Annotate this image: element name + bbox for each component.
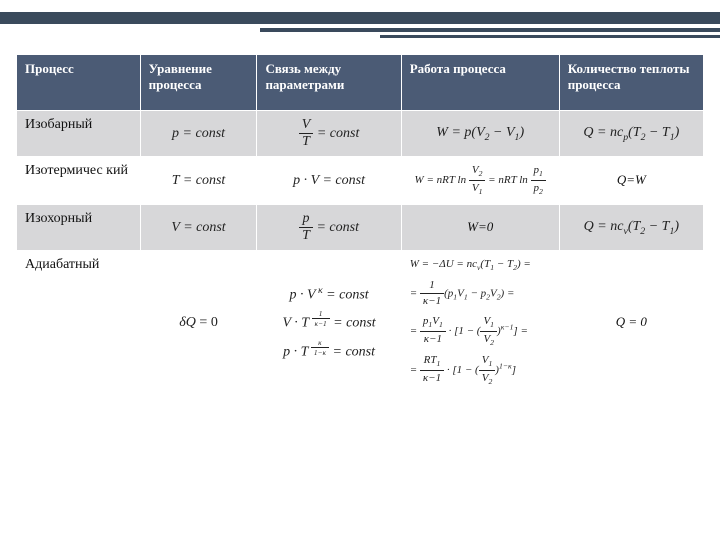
row-isobaric: Изобарный p = const VT = const W = p(V2 … — [17, 111, 704, 157]
cell-name: Изотермичес кий — [17, 157, 141, 205]
thermo-process-table: Процесс Уравнение процесса Связь между п… — [16, 54, 704, 395]
cell-eq: p = const — [140, 111, 257, 157]
cell-name: Адиабатный — [17, 250, 141, 394]
cell-name: Изохорный — [17, 204, 141, 250]
cell-rel: VT = const — [257, 111, 401, 157]
row-isothermal: Изотермичес кий T = const p · V = const … — [17, 157, 704, 205]
row-isochoric: Изохорный V = const pT = const W=0 Q = n… — [17, 204, 704, 250]
cell-work: W=0 — [401, 204, 559, 250]
cell-eq: δQ = 0 — [140, 250, 257, 394]
col-process: Процесс — [17, 55, 141, 111]
cell-rel: p · V = const — [257, 157, 401, 205]
cell-work: W = −ΔU = ncv(T1 − T2) = = 1κ−1(p1V1 − p… — [401, 250, 559, 394]
cell-eq: T = const — [140, 157, 257, 205]
cell-eq: V = const — [140, 204, 257, 250]
cell-work: W = p(V2 − V1) — [401, 111, 559, 157]
cell-name: Изобарный — [17, 111, 141, 157]
cell-work: W = nRT ln V2V1 = nRT ln p1p2 — [401, 157, 559, 205]
col-work: Работа процесса — [401, 55, 559, 111]
cell-rel: pT = const — [257, 204, 401, 250]
cell-heat: Q = ncp(T2 − T1) — [559, 111, 703, 157]
cell-heat: Q = 0 — [559, 250, 703, 394]
cell-heat: Q = ncv(T2 − T1) — [559, 204, 703, 250]
cell-rel: p · V κ = const V · T 1κ−1 = const p · T… — [257, 250, 401, 394]
col-equation: Уравнение процесса — [140, 55, 257, 111]
cell-heat: Q=W — [559, 157, 703, 205]
col-heat: Количество теплоты процесса — [559, 55, 703, 111]
col-relation: Связь между параметрами — [257, 55, 401, 111]
row-adiabatic: Адиабатный δQ = 0 p · V κ = const V · T … — [17, 250, 704, 394]
header-row: Процесс Уравнение процесса Связь между п… — [17, 55, 704, 111]
